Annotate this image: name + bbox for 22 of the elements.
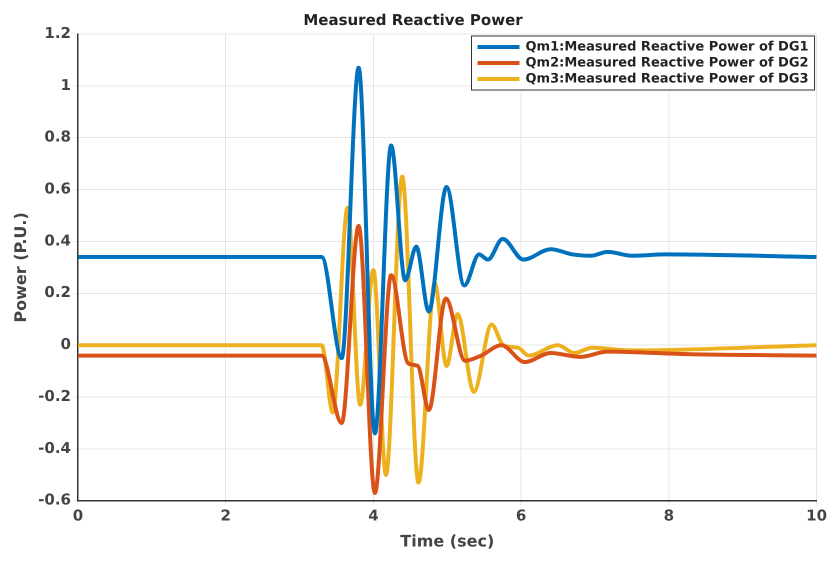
legend-label: Qm3:Measured Reactive Power of DG3 — [526, 71, 809, 86]
y-axis-title: Power (P.U.) — [10, 212, 30, 323]
x-axis-title: Time (sec) — [400, 532, 494, 551]
x-tick-label: 10 — [806, 506, 827, 525]
y-tick-label: -0.2 — [38, 386, 71, 405]
y-tick-label: -0.4 — [38, 438, 71, 457]
x-tick-label: 4 — [368, 506, 379, 525]
legend-label: Qm2:Measured Reactive Power of DG2 — [526, 55, 809, 70]
y-tick-label: 1.2 — [44, 24, 71, 42]
y-tick-label: 0.4 — [44, 231, 71, 250]
x-tick-label: 2 — [220, 506, 231, 525]
y-tick-label: 0 — [60, 335, 71, 354]
legend-label: Qm1:Measured Reactive Power of DG1 — [526, 39, 809, 54]
x-tick-label: 8 — [664, 506, 674, 525]
y-tick-label: 1 — [60, 76, 71, 94]
y-tick-label: 0.6 — [44, 179, 71, 198]
y-tick-label: 0.8 — [44, 128, 71, 146]
y-tick-label: 0.2 — [44, 283, 71, 302]
x-tick-label: 6 — [516, 506, 526, 525]
chart-title: Measured Reactive Power — [303, 10, 524, 29]
y-tick-label: -0.6 — [38, 490, 71, 509]
x-tick-label: 0 — [72, 506, 84, 525]
